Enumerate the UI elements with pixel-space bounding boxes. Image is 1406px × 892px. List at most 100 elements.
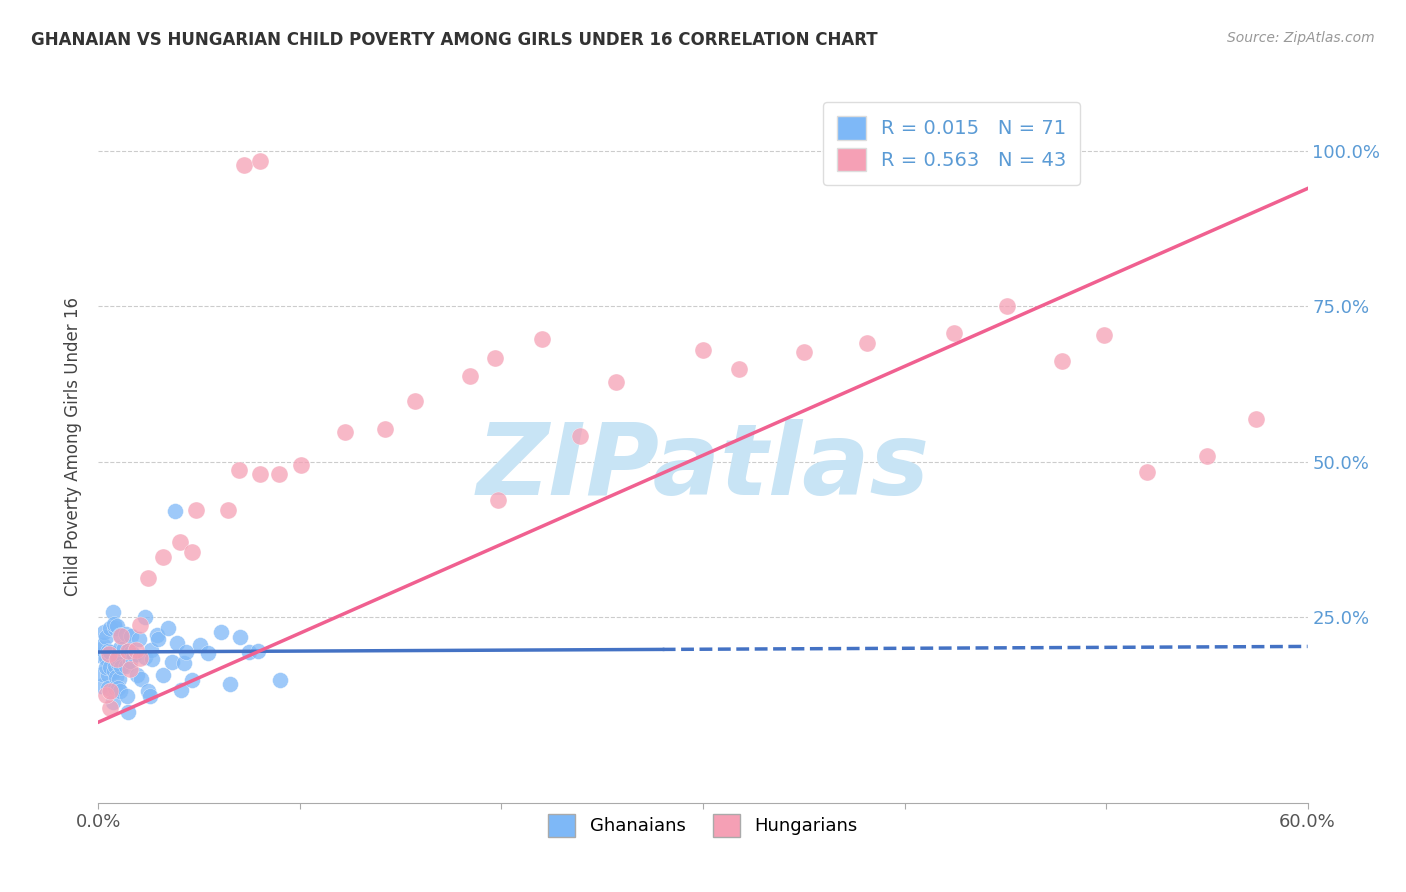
Point [484,351,506,365]
Point [727,362,749,376]
Point [97,668,120,682]
Point [146,632,169,646]
Point [1244,412,1267,426]
Point [91,666,114,681]
Point [90,679,112,693]
Point [228,463,250,477]
Point [124,648,146,663]
Point [238,645,260,659]
Point [136,571,159,585]
Point [486,492,509,507]
Point [103,617,125,632]
Point [404,394,426,409]
Point [247,644,270,658]
Point [1092,328,1115,343]
Text: GHANAIAN VS HUNGARIAN CHILD POVERTY AMONG GIRLS UNDER 16 CORRELATION CHART: GHANAIAN VS HUNGARIAN CHILD POVERTY AMON… [31,31,877,49]
Point [96,688,118,702]
Point [97,681,120,695]
Point [105,618,128,632]
Point [90,642,112,657]
Point [156,621,179,635]
Point [232,158,254,172]
Point [333,425,356,439]
Point [110,629,132,643]
Point [152,668,174,682]
Point [136,684,159,698]
Point [120,645,142,659]
Point [97,644,120,658]
Point [118,654,141,668]
Point [269,673,291,688]
Point [531,332,554,346]
Point [134,650,156,665]
Point [94,630,117,644]
Point [98,660,121,674]
Point [793,344,815,359]
Point [267,467,290,481]
Point [98,647,121,661]
Point [118,643,141,657]
Point [181,545,204,559]
Point [160,655,183,669]
Point [120,629,142,643]
Point [138,690,160,704]
Point [115,689,138,703]
Point [249,153,271,168]
Point [114,659,136,673]
Point [105,670,128,684]
Point [98,700,121,714]
Point [1197,449,1219,463]
Point [108,672,131,686]
Point [152,549,174,564]
Point [169,535,191,549]
Point [117,643,139,657]
Point [181,673,204,687]
Point [105,652,128,666]
Point [125,643,148,657]
Point [460,368,482,383]
Point [89,648,111,663]
Point [219,677,242,691]
Point [141,652,163,666]
Point [249,467,271,481]
Point [108,640,131,655]
Point [134,610,156,624]
Point [93,624,115,639]
Point [97,647,120,661]
Point [104,658,127,673]
Text: Source: ZipAtlas.com: Source: ZipAtlas.com [1227,31,1375,45]
Point [101,695,124,709]
Point [855,335,877,350]
Point [103,664,125,678]
Point [129,672,152,686]
Point [94,650,117,665]
Point [108,628,131,642]
Point [110,684,132,698]
Point [163,504,186,518]
Point [110,660,132,674]
Point [98,683,121,698]
Point [184,503,207,517]
Point [129,618,152,632]
Point [91,639,114,653]
Point [145,627,167,641]
Point [569,428,592,442]
Point [692,343,714,357]
Point [1136,465,1159,479]
Point [173,656,195,670]
Legend: Ghanaians, Hungarians: Ghanaians, Hungarians [541,807,865,844]
Point [228,630,250,644]
Point [166,636,188,650]
Point [115,626,138,640]
Point [374,422,396,436]
Point [129,651,152,665]
Point [139,643,162,657]
Point [605,376,627,390]
Point [290,458,312,473]
Point [995,299,1018,313]
Text: ZIPatlas: ZIPatlas [477,419,929,516]
Point [197,646,219,660]
Point [117,705,139,719]
Point [107,656,129,670]
Point [98,644,121,658]
